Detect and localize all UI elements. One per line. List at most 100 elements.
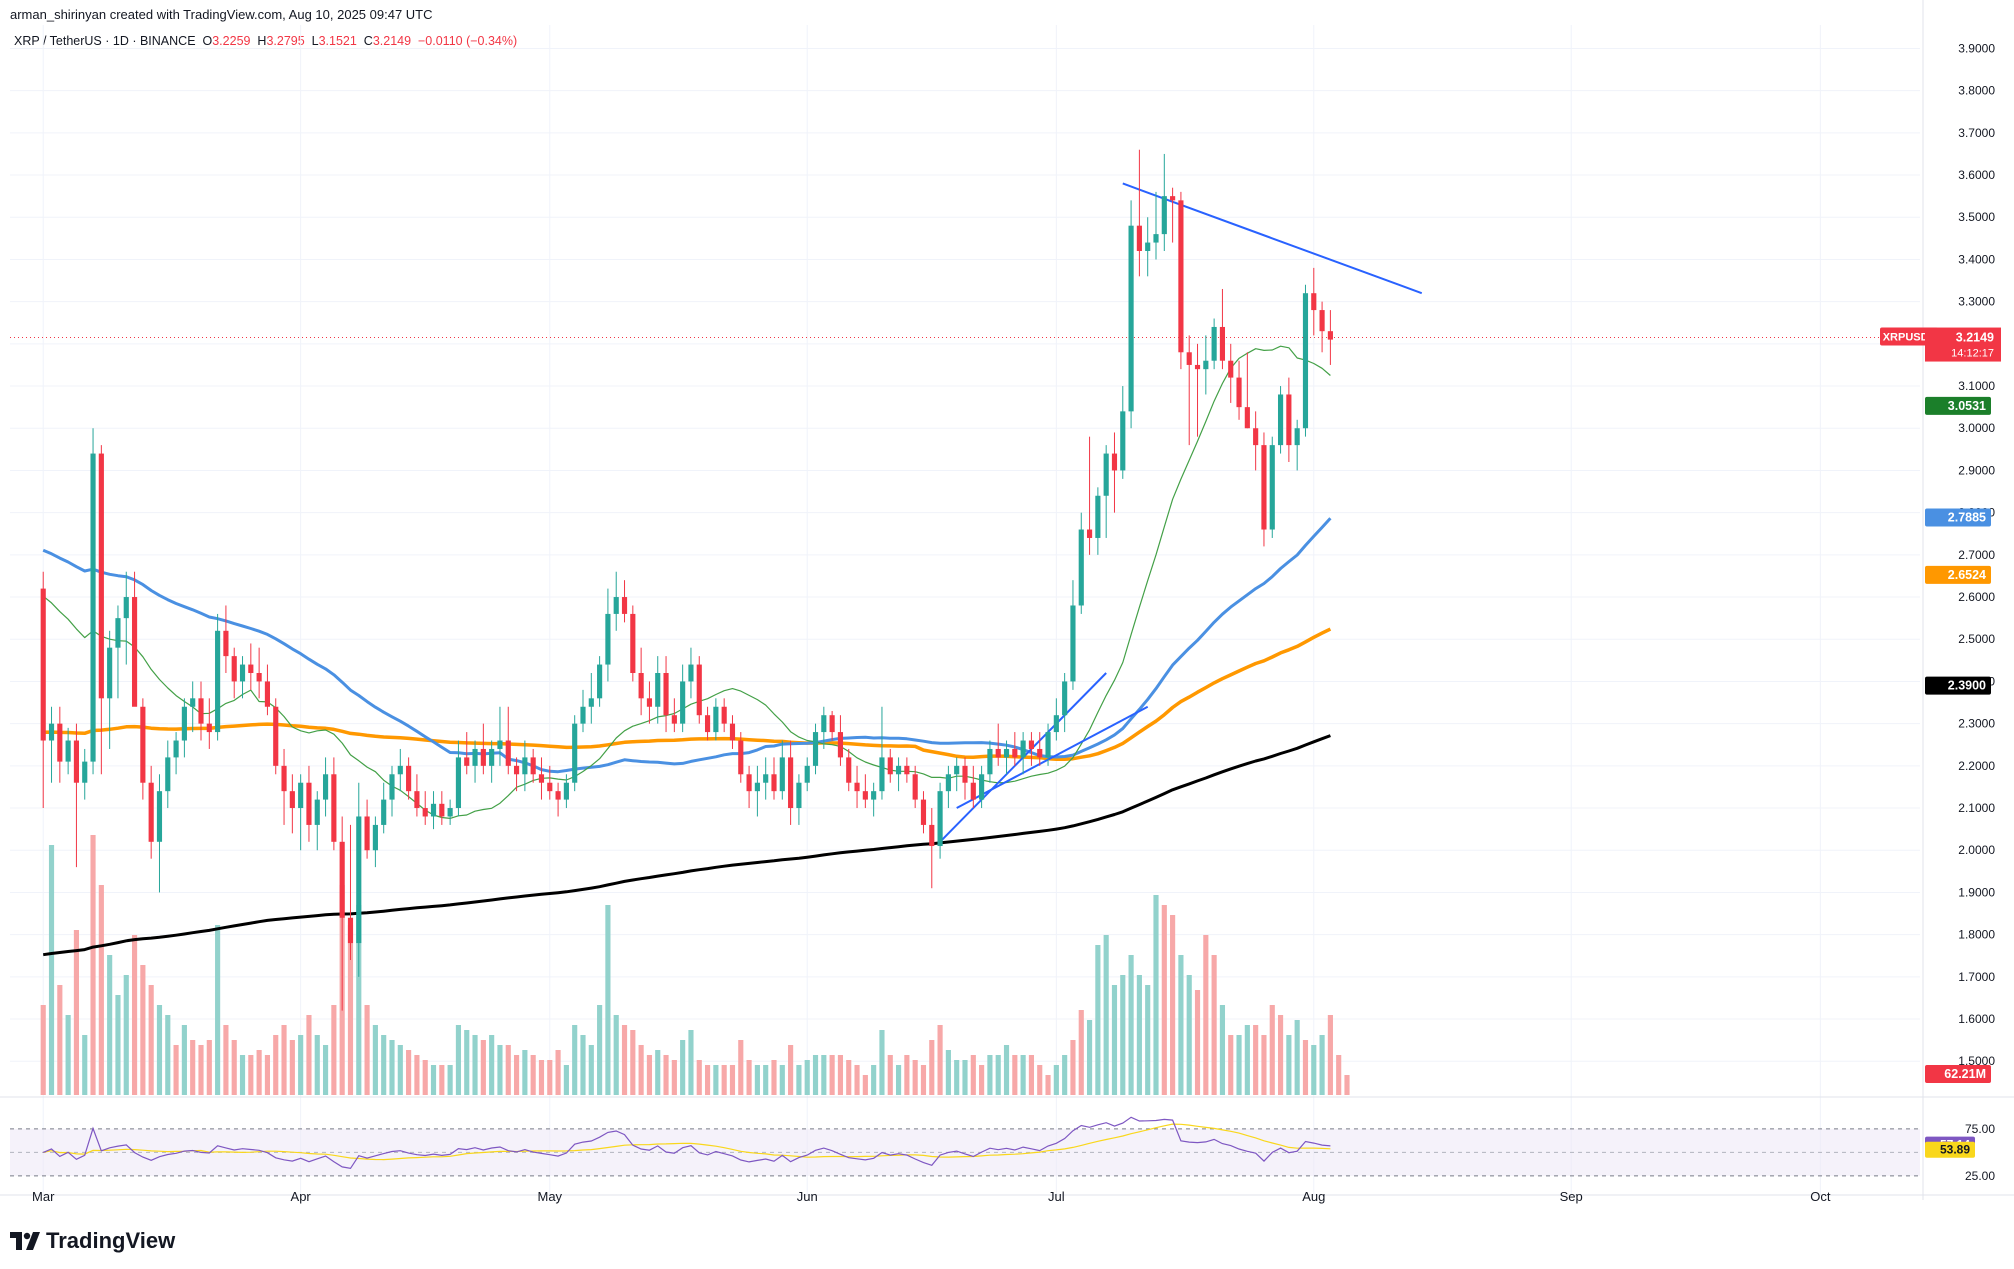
candle-body bbox=[713, 706, 719, 733]
volume-bar bbox=[829, 1055, 835, 1095]
time-tick-label: Sep bbox=[1560, 1189, 1583, 1204]
time-tick-label: Aug bbox=[1302, 1189, 1325, 1204]
ma-price-value: 2.3900 bbox=[1948, 679, 1986, 693]
volume-bar bbox=[480, 1040, 486, 1095]
candle-body bbox=[256, 673, 262, 682]
volume-bar bbox=[347, 925, 354, 1095]
candle-body bbox=[1186, 352, 1192, 365]
candle-body bbox=[65, 740, 71, 762]
candle-body bbox=[264, 681, 271, 707]
price-tick-label: 2.9000 bbox=[1958, 463, 1995, 477]
candle-body bbox=[879, 757, 885, 792]
volume-bar bbox=[621, 1025, 628, 1095]
candle-body bbox=[1136, 225, 1142, 251]
last-price-value: 3.2149 bbox=[1956, 331, 1994, 345]
volume-bar bbox=[954, 1060, 960, 1095]
volume-bar bbox=[248, 1055, 254, 1095]
volume-bar bbox=[763, 1065, 769, 1095]
volume-bar bbox=[663, 1055, 669, 1095]
volume-bar bbox=[397, 1045, 403, 1095]
volume-bar bbox=[1219, 1005, 1226, 1095]
candle-body bbox=[663, 673, 669, 716]
volume-bar bbox=[862, 1075, 868, 1095]
volume-bar bbox=[1161, 905, 1167, 1095]
volume-bar bbox=[729, 1065, 736, 1095]
volume-bar bbox=[671, 1060, 677, 1095]
volume-bar bbox=[331, 1005, 337, 1095]
candle-body bbox=[1261, 445, 1267, 530]
volume-bar bbox=[65, 1015, 71, 1095]
open-label: O bbox=[202, 34, 213, 48]
volume-bar bbox=[239, 1055, 246, 1095]
volume-bar bbox=[198, 1045, 204, 1095]
volume-bar bbox=[289, 1040, 295, 1095]
volume-bar bbox=[638, 1045, 644, 1095]
candle-body bbox=[107, 647, 113, 699]
volume-bar bbox=[522, 1050, 528, 1095]
candle-body bbox=[115, 618, 121, 648]
volume-bar bbox=[1203, 935, 1209, 1095]
candle-body bbox=[1170, 196, 1176, 201]
volume-bar bbox=[1336, 1055, 1342, 1095]
candle-body bbox=[513, 765, 520, 775]
candle-body bbox=[995, 748, 1001, 758]
candle-body bbox=[298, 782, 304, 809]
volume-bar bbox=[1045, 1075, 1051, 1095]
volume-bar bbox=[721, 1065, 727, 1095]
volume-bar bbox=[447, 1065, 453, 1095]
symbol-tag-label: XRPUSDT bbox=[1883, 332, 1936, 344]
candle-body bbox=[322, 774, 329, 800]
candle-body bbox=[563, 782, 569, 800]
candle-body bbox=[646, 698, 653, 707]
rsi-tick-label: 25.00 bbox=[1965, 1169, 1995, 1183]
volume-bar bbox=[796, 1065, 802, 1095]
low-label: L bbox=[311, 34, 319, 48]
candle-body bbox=[1319, 310, 1325, 332]
candle-body bbox=[131, 597, 138, 707]
volume-bar bbox=[1128, 955, 1134, 1095]
price-tick-label: 1.6000 bbox=[1958, 1012, 1995, 1026]
candle-body bbox=[364, 816, 370, 851]
volume-bar bbox=[597, 1005, 603, 1095]
candle-body bbox=[754, 782, 760, 792]
ma-price-value: 2.6524 bbox=[1948, 568, 1986, 582]
candle-body bbox=[1161, 196, 1167, 235]
volume-bar bbox=[123, 975, 129, 1095]
volume-bar bbox=[356, 905, 362, 1095]
time-tick-label: Apr bbox=[291, 1189, 312, 1204]
candle-body bbox=[372, 824, 378, 851]
volume-bar bbox=[854, 1065, 860, 1095]
volume-bar bbox=[1277, 1015, 1284, 1095]
price-tick-label: 3.9000 bbox=[1958, 41, 1995, 55]
candle-body bbox=[190, 698, 196, 707]
candle-body bbox=[90, 453, 96, 762]
volume-bar bbox=[98, 885, 104, 1095]
sma20-line bbox=[42, 345, 1331, 819]
candle-body bbox=[1269, 445, 1275, 530]
volume-bar bbox=[389, 1040, 395, 1095]
candle-body bbox=[1103, 453, 1109, 496]
volume-bar bbox=[1327, 1015, 1333, 1095]
candle-body bbox=[1095, 495, 1101, 538]
volume-bar bbox=[298, 1035, 304, 1095]
volume-bar bbox=[970, 1055, 976, 1095]
candle-body bbox=[1244, 407, 1250, 429]
price-axis: 3.9000 3.8000 3.7000 3.6000 3.5000 3.4000 3.30… bbox=[1958, 41, 1995, 1068]
volume-bar bbox=[530, 1055, 536, 1095]
volume-bar bbox=[489, 1035, 495, 1095]
volume-bar bbox=[148, 985, 154, 1095]
time-axis: Mar Apr May Jun Jul Aug Sep Oct bbox=[32, 1189, 1831, 1204]
candle-body bbox=[472, 748, 478, 766]
price-labels: XRPUSDT 3.2149 14:12:17 3.0531 2.7885 2.6524 2… bbox=[1880, 327, 2001, 1083]
candle-body bbox=[397, 765, 403, 775]
volume-bar bbox=[821, 1055, 827, 1095]
candle-body bbox=[613, 597, 619, 614]
volume-bar bbox=[1194, 990, 1201, 1095]
volume-bar bbox=[90, 835, 96, 1095]
candle-body bbox=[887, 757, 893, 775]
time-tick-label: May bbox=[538, 1189, 563, 1204]
volume-bar bbox=[48, 845, 55, 1095]
volume-bar bbox=[1186, 975, 1192, 1095]
change-value: −0.0110 (−0.34%) bbox=[418, 34, 518, 48]
